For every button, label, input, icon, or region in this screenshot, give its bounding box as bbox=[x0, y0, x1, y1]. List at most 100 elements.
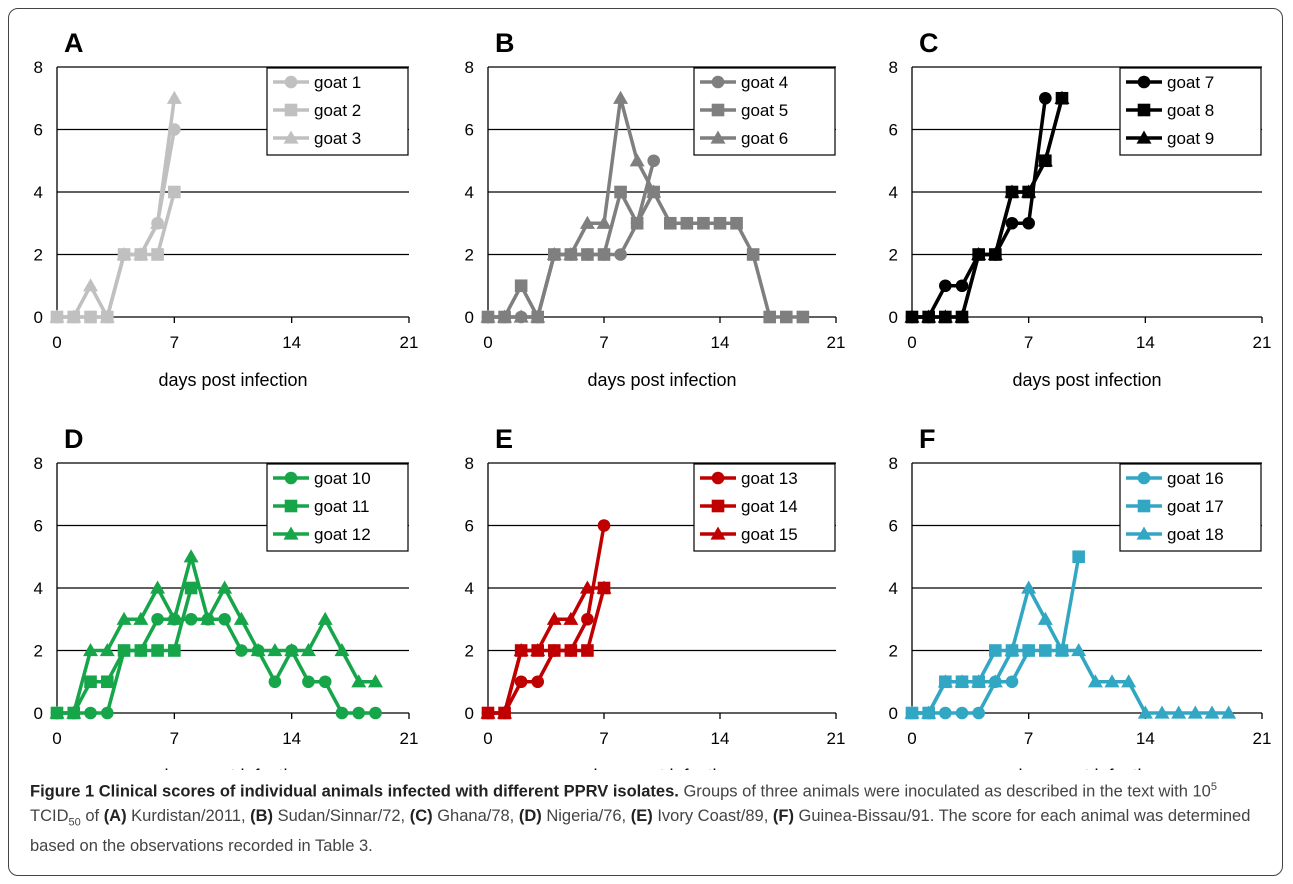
data-point bbox=[133, 247, 149, 261]
y-tick-label: 0 bbox=[34, 704, 43, 723]
caption-label-f: (F) bbox=[772, 806, 794, 825]
legend-entry: goat 13 bbox=[741, 469, 798, 488]
data-point bbox=[150, 215, 166, 229]
data-point bbox=[184, 581, 198, 595]
y-tick-label: 2 bbox=[465, 246, 474, 265]
y-tick-label: 2 bbox=[465, 642, 474, 661]
panel-label: A bbox=[64, 28, 84, 58]
data-point bbox=[1021, 580, 1037, 594]
legend-swatch-marker bbox=[711, 499, 725, 513]
x-tick-label: 7 bbox=[170, 729, 179, 748]
data-point bbox=[547, 644, 561, 657]
data-point bbox=[647, 154, 661, 168]
data-point bbox=[596, 580, 612, 594]
legend-entry: goat 14 bbox=[741, 497, 798, 516]
panel-label: E bbox=[495, 424, 513, 454]
legend: goat 7 goat 8 goat 9 bbox=[1119, 67, 1262, 156]
data-point bbox=[1072, 550, 1085, 564]
legend-swatch-marker bbox=[1137, 103, 1151, 117]
data-point bbox=[680, 216, 694, 230]
data-point bbox=[1221, 705, 1237, 719]
y-tick-label: 2 bbox=[889, 246, 898, 265]
series-goat-4 bbox=[481, 154, 661, 324]
x-tick-label: 0 bbox=[52, 729, 61, 748]
caption-isolate-f: Guinea-Bissau/91. bbox=[793, 806, 935, 825]
data-point bbox=[184, 612, 198, 626]
data-point bbox=[168, 644, 181, 657]
data-point bbox=[1054, 90, 1070, 104]
caption-isolate-d: Nigeria/76, bbox=[541, 806, 631, 825]
data-point bbox=[151, 248, 164, 261]
data-point bbox=[183, 549, 199, 563]
data-point bbox=[971, 247, 987, 261]
legend-entry: goat 16 bbox=[1167, 469, 1224, 488]
data-point bbox=[99, 309, 115, 323]
data-point bbox=[1054, 643, 1070, 657]
series-goat-8 bbox=[905, 91, 1069, 324]
y-tick-label: 8 bbox=[34, 58, 43, 77]
data-point bbox=[334, 643, 350, 657]
x-tick-label: 14 bbox=[711, 729, 730, 748]
data-point bbox=[1005, 216, 1019, 230]
data-point bbox=[1171, 705, 1187, 719]
data-point bbox=[1187, 705, 1203, 719]
data-point bbox=[597, 519, 611, 532]
data-point bbox=[351, 674, 367, 688]
data-point bbox=[939, 279, 952, 293]
y-tick-label: 8 bbox=[465, 454, 474, 473]
data-point bbox=[284, 643, 300, 657]
x-tick-label: 21 bbox=[827, 729, 846, 748]
data-point bbox=[267, 643, 283, 657]
legend-entry: goat 3 bbox=[314, 129, 361, 148]
x-tick-label: 7 bbox=[599, 729, 608, 748]
data-point bbox=[713, 216, 727, 230]
legend-entry: goat 17 bbox=[1167, 497, 1224, 516]
y-tick-label: 4 bbox=[34, 183, 43, 202]
data-point bbox=[596, 215, 612, 229]
x-tick-label: 14 bbox=[711, 333, 730, 352]
data-point bbox=[530, 309, 546, 323]
data-point bbox=[663, 216, 677, 230]
data-point bbox=[530, 643, 546, 657]
data-point bbox=[987, 247, 1003, 261]
data-point bbox=[1022, 216, 1035, 230]
y-tick-label: 4 bbox=[465, 579, 474, 598]
figure-caption: Figure 1 Clinical scores of individual a… bbox=[30, 775, 1265, 858]
data-point bbox=[563, 247, 579, 261]
caption-label-d: (D) bbox=[518, 806, 542, 825]
data-point bbox=[629, 153, 645, 167]
data-point bbox=[116, 611, 132, 625]
legend-entry: goat 1 bbox=[314, 73, 361, 92]
data-point bbox=[1021, 184, 1037, 198]
legend-swatch-marker bbox=[711, 103, 725, 117]
data-point bbox=[335, 706, 349, 720]
legend-entry: goat 18 bbox=[1167, 525, 1224, 544]
data-point bbox=[954, 674, 970, 688]
data-point bbox=[218, 612, 231, 626]
data-point bbox=[49, 705, 65, 719]
x-axis-label: days post infection bbox=[158, 766, 307, 770]
series-goat-7 bbox=[905, 91, 1052, 324]
y-tick-label: 6 bbox=[465, 517, 474, 536]
data-point bbox=[369, 706, 382, 720]
x-tick-label: 0 bbox=[907, 729, 916, 748]
x-axis-label: days post infection bbox=[587, 370, 736, 390]
data-point bbox=[1137, 705, 1153, 719]
panel-label: F bbox=[919, 424, 936, 454]
y-tick-label: 0 bbox=[465, 308, 474, 327]
series-line bbox=[912, 97, 1064, 319]
data-point bbox=[100, 706, 114, 720]
data-point bbox=[1104, 674, 1120, 688]
data-point bbox=[513, 643, 529, 657]
data-point bbox=[563, 611, 579, 625]
x-tick-label: 14 bbox=[282, 729, 301, 748]
series-line bbox=[488, 160, 656, 319]
x-tick-label: 7 bbox=[1024, 729, 1033, 748]
caption-label-c: (C) bbox=[409, 806, 433, 825]
caption-isolate-c: Ghana/78, bbox=[432, 806, 519, 825]
data-point bbox=[630, 216, 644, 230]
legend-swatch-marker bbox=[284, 103, 298, 117]
